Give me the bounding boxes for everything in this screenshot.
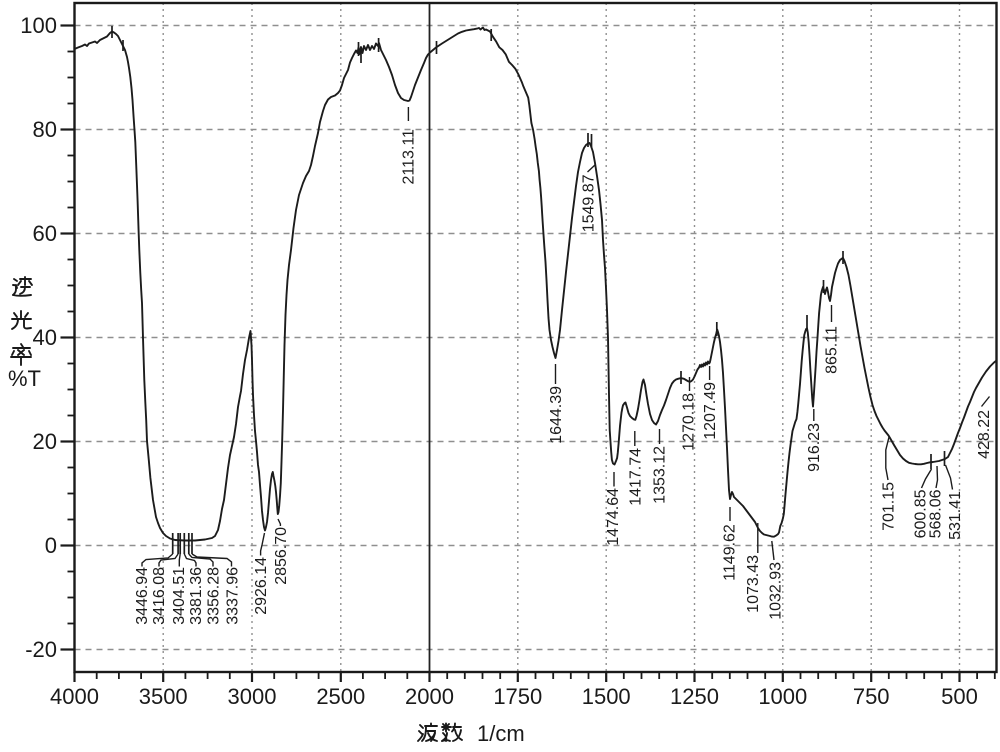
svg-text:1474.64: 1474.64 (605, 488, 622, 546)
svg-text:3446.94: 3446.94 (134, 567, 151, 625)
svg-text:1032.93: 1032.93 (768, 562, 785, 620)
svg-text:0: 0 (45, 533, 57, 558)
svg-text:40: 40 (33, 325, 57, 350)
svg-text:3404.51: 3404.51 (171, 567, 188, 625)
svg-text:1000: 1000 (758, 684, 807, 709)
svg-text:20: 20 (33, 429, 57, 454)
svg-text:600.85: 600.85 (913, 489, 930, 538)
svg-text:428.22: 428.22 (976, 410, 993, 459)
svg-text:2000: 2000 (405, 684, 454, 709)
svg-text:80: 80 (33, 117, 57, 142)
svg-text:750: 750 (853, 684, 890, 709)
svg-text:1644.39: 1644.39 (548, 386, 565, 444)
svg-text:531.41: 531.41 (947, 491, 964, 540)
svg-text:2113.11: 2113.11 (401, 129, 418, 185)
svg-text:100: 100 (20, 13, 57, 38)
svg-text:568.06: 568.06 (928, 489, 945, 538)
svg-text:3416.08: 3416.08 (151, 567, 168, 625)
svg-text:%T: %T (8, 366, 41, 391)
svg-text:1/cm: 1/cm (477, 721, 525, 746)
svg-text:1750: 1750 (493, 684, 542, 709)
svg-text:1417.74: 1417.74 (627, 448, 644, 506)
svg-text:1270.18: 1270.18 (681, 393, 698, 451)
svg-text:3337.96: 3337.96 (224, 567, 241, 625)
svg-text:1549.87: 1549.87 (580, 174, 597, 232)
svg-text:1250: 1250 (670, 684, 719, 709)
svg-text:3356.28: 3356.28 (205, 567, 222, 625)
svg-text:-20: -20 (25, 637, 57, 662)
svg-text:2926.14: 2926.14 (253, 557, 270, 615)
svg-text:701.15: 701.15 (881, 482, 898, 531)
svg-text:916.23: 916.23 (806, 423, 823, 472)
svg-text:3500: 3500 (139, 684, 188, 709)
svg-text:2500: 2500 (316, 684, 365, 709)
svg-text:1149.62: 1149.62 (722, 524, 739, 581)
svg-text:1353.12: 1353.12 (652, 446, 669, 504)
svg-text:60: 60 (33, 221, 57, 246)
svg-text:1500: 1500 (582, 684, 631, 709)
svg-text:1073.43: 1073.43 (745, 555, 762, 613)
svg-text:865.11: 865.11 (824, 326, 841, 374)
svg-text:3381.36: 3381.36 (188, 567, 205, 625)
svg-text:4000: 4000 (50, 684, 99, 709)
svg-text:1207.49: 1207.49 (702, 382, 719, 440)
svg-text:500: 500 (941, 684, 978, 709)
svg-text:2856.70: 2856.70 (273, 527, 290, 585)
svg-text:3000: 3000 (228, 684, 277, 709)
